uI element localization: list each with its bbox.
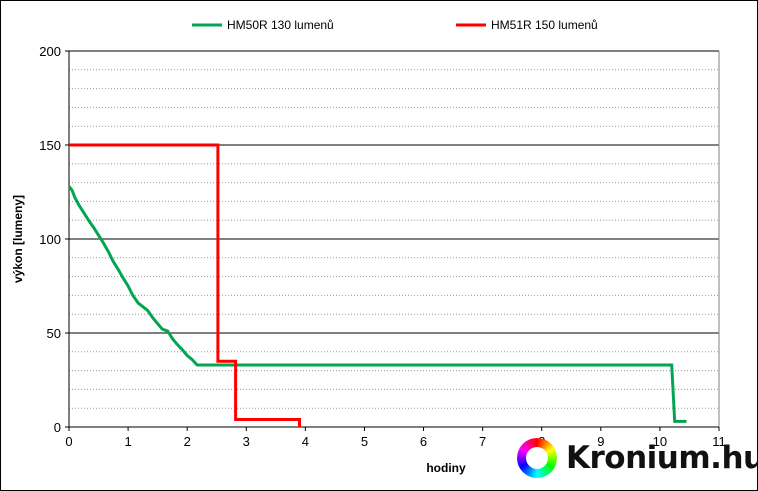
- x-tick-label: 7: [479, 434, 486, 449]
- legend-label-1: HM50R 130 lumenů: [227, 18, 334, 32]
- x-tick-label: 1: [124, 434, 131, 449]
- series-line-1: [67, 185, 687, 423]
- y-tick-label: 0: [54, 420, 61, 435]
- x-tick-label: 11: [712, 434, 726, 449]
- x-tick-label: 3: [243, 434, 250, 449]
- y-tick-label: 200: [39, 44, 61, 59]
- legend-label-2: HM51R 150 lumenů: [491, 18, 598, 32]
- x-tick-label: 10: [653, 434, 667, 449]
- x-tick-label: 6: [420, 434, 427, 449]
- x-tick-label: 2: [184, 434, 191, 449]
- y-tick-label: 150: [39, 138, 61, 153]
- y-axis-title: výkon [lumeny]: [11, 195, 25, 283]
- series-line-2: [69, 143, 301, 427]
- x-tick-label: 9: [597, 434, 604, 449]
- x-axis-title: hodiny: [426, 461, 466, 475]
- y-tick-label: 50: [47, 326, 61, 341]
- y-tick-label: 100: [39, 232, 61, 247]
- x-tick-label: 5: [361, 434, 368, 449]
- x-tick-label: 0: [65, 434, 72, 449]
- watermark-text: Kronium.hu: [566, 440, 758, 476]
- kronium-logo-icon: [517, 438, 557, 478]
- x-tick-label: 4: [302, 434, 309, 449]
